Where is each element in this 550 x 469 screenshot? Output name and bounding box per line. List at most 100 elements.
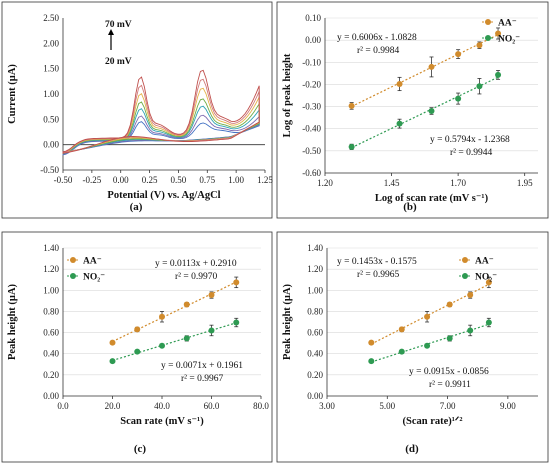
trendline-equation: y = 0.0071x + 0.1961 <box>161 361 243 371</box>
x-tick-label: 1.25 <box>257 175 273 185</box>
y-tick-label: 0.00 <box>307 391 323 401</box>
x-tick-label: 20.0 <box>105 401 121 411</box>
x-tick-label: 1.95 <box>517 178 533 188</box>
x-tick-label: -0.25 <box>82 175 101 185</box>
y-tick-label: 1.40 <box>307 243 323 253</box>
data-point <box>476 83 483 90</box>
trendline <box>112 281 237 343</box>
x-tick-label: 1.70 <box>450 178 466 188</box>
cv-curve <box>62 121 260 156</box>
y-axis-label: Peak height (µA) <box>7 283 18 360</box>
data-point <box>368 339 375 346</box>
y-tick-label: -0.10 <box>302 57 321 67</box>
y-tick-label: 0.80 <box>43 306 59 316</box>
y-tick-label: 0.80 <box>307 306 323 316</box>
panel-b: (b) -0.60 -0.50 -0.40 -0.30 -0.20 -0.10 0.00 0.1… <box>276 1 549 219</box>
y-tick-label: 0.40 <box>43 349 59 359</box>
x-tick-label: 0.50 <box>171 175 187 185</box>
data-point <box>424 313 431 320</box>
data-point <box>233 319 240 326</box>
y-tick-label: -0.60 <box>302 168 321 178</box>
panel-a: (a) -0.50 0.00 0.50 1.00 1.50 2.00 2.50 -0.50 -0.… <box>1 1 273 219</box>
trendline <box>112 322 237 362</box>
x-tick-label: 7.00 <box>440 401 456 411</box>
cv-curve <box>62 69 260 154</box>
arrow-head <box>108 29 114 35</box>
panel-d: (d) 0.00 0.20 0.40 0.60 0.80 1.00 1.20 1.40 3.00 5… <box>276 231 549 463</box>
y-tick-label: 0.10 <box>305 13 321 23</box>
data-point <box>134 326 141 333</box>
x-tick-label: 80.0 <box>253 401 269 411</box>
y-tick-label: 1.20 <box>307 264 323 274</box>
data-point <box>455 51 462 58</box>
data-point <box>109 358 116 365</box>
x-tick-label: 3.00 <box>319 401 335 411</box>
annotation-top: 70 mV <box>105 20 132 30</box>
data-point <box>446 301 453 308</box>
trendline-r2: r² = 0.9965 <box>357 270 399 280</box>
legend-swatch-dot <box>462 273 468 279</box>
data-point <box>495 30 502 37</box>
trendline-r2: r² = 0.9984 <box>357 46 399 56</box>
trendline-r2: r² = 0.9967 <box>181 374 223 384</box>
data-point <box>233 279 240 286</box>
trendline-equation: y = 0.5794x - 1.2368 <box>430 135 510 145</box>
y-tick-label: -0.30 <box>302 102 321 112</box>
y-tick-label: 0.00 <box>43 391 59 401</box>
y-axis-label: Log of peak height <box>282 53 293 137</box>
x-tick-label: 60.0 <box>204 401 220 411</box>
y-tick-label: -0.50 <box>302 146 321 156</box>
x-axis-label: (Scan rate)¹ᐟ² <box>402 415 462 427</box>
legend-label: AA⁻ <box>475 257 494 267</box>
panel-c: (c) 0.00 0.20 0.40 0.60 0.80 1.00 1.20 1.40 0.0 20… <box>1 231 273 463</box>
y-tick-label: -0.40 <box>302 124 321 134</box>
legend-label: AA⁻ <box>83 257 102 267</box>
data-point <box>467 327 474 334</box>
y-tick-label: 2.00 <box>43 38 59 48</box>
trendline-equation: y = 0.0113x + 0.2910 <box>155 259 237 269</box>
cv-curve <box>62 98 260 154</box>
x-tick-label: 0.25 <box>142 175 158 185</box>
x-tick-label: 0.0 <box>57 401 69 411</box>
y-tick-label: 1.00 <box>307 285 323 295</box>
x-tick-label: 1.45 <box>384 178 400 188</box>
y-tick-label: 1.00 <box>43 89 59 99</box>
trendline-equation: y = 0.1453x - 0.1575 <box>337 257 417 267</box>
y-tick-label: 0.00 <box>43 140 59 150</box>
trendline-r2: r² = 0.9944 <box>450 148 492 158</box>
x-tick-label: 1.00 <box>228 175 244 185</box>
y-tick-label: 0.20 <box>43 370 59 380</box>
data-point <box>368 358 375 365</box>
y-tick-label: 0.40 <box>307 349 323 359</box>
data-point <box>398 326 405 333</box>
x-axis-label: Potential (V) vs. Ag/AgCl <box>107 190 220 201</box>
x-tick-label: 1.20 <box>317 178 333 188</box>
trendline-equation: y = 0.0915x - 0.0856 <box>409 367 489 377</box>
panel-caption: (d) <box>405 443 419 455</box>
trendline <box>351 34 499 108</box>
data-point <box>183 335 190 342</box>
panel-border <box>276 1 549 219</box>
legend-swatch-dot <box>485 35 491 41</box>
x-axis-label: Log of scan rate (mV s⁻¹) <box>375 193 489 204</box>
x-axis-label: Scan rate (mV s⁻¹) <box>120 416 204 427</box>
y-tick-label: 0.20 <box>307 370 323 380</box>
data-point <box>208 292 215 299</box>
x-tick-label: 5.00 <box>379 401 395 411</box>
cv-curve <box>62 105 260 155</box>
y-tick-label: 0.50 <box>43 114 59 124</box>
y-axis-label: Peak height (µA) <box>282 283 293 360</box>
y-tick-label: 1.20 <box>43 264 59 274</box>
trendline-r2: r² = 0.9911 <box>429 380 471 390</box>
panel-caption: (b) <box>403 201 417 213</box>
data-point <box>348 102 355 109</box>
panel-border <box>276 231 549 463</box>
y-tick-label: -0.50 <box>40 165 59 175</box>
y-tick-label: 2.50 <box>43 13 59 23</box>
data-point <box>476 42 483 49</box>
legend-label: NO₂⁻ <box>498 35 520 45</box>
y-tick-label: 1.40 <box>43 243 59 253</box>
data-point <box>396 80 403 87</box>
data-point <box>208 327 215 334</box>
